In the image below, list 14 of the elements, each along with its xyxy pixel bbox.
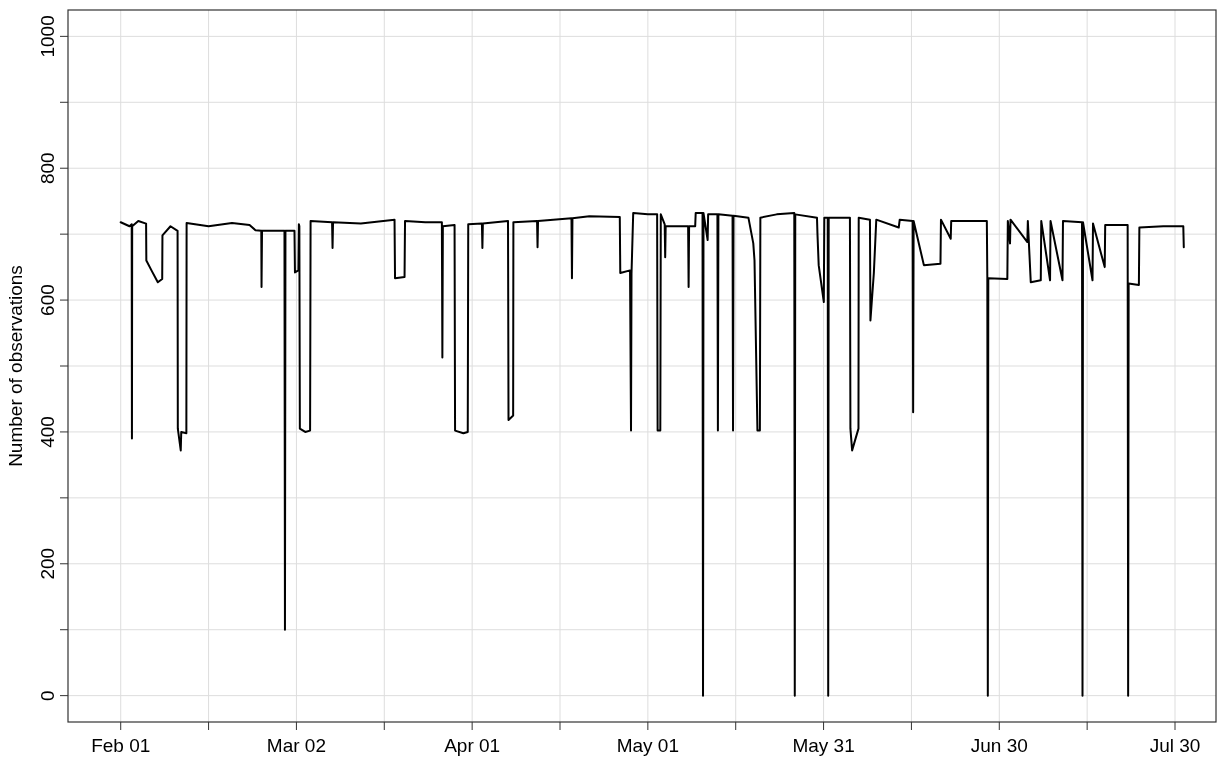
x-tick-label: May 31 bbox=[792, 735, 855, 756]
x-tick-label: Mar 02 bbox=[266, 735, 326, 756]
x-tick-label: Jul 30 bbox=[1149, 735, 1201, 756]
x-tick-label: May 01 bbox=[616, 735, 680, 756]
x-tick-label: Jun 30 bbox=[970, 735, 1028, 756]
x-tick-label: Feb 01 bbox=[91, 735, 151, 756]
y-tick-label: 800 bbox=[37, 152, 58, 185]
y-axis-title: Number of observations bbox=[5, 265, 26, 467]
y-tick-label: 200 bbox=[37, 547, 58, 580]
x-tick-label: Apr 01 bbox=[444, 735, 501, 756]
y-tick-label: 1000 bbox=[37, 15, 58, 58]
y-tick-label: 600 bbox=[37, 284, 58, 316]
y-tick-label: 0 bbox=[37, 690, 58, 701]
y-tick-label: 400 bbox=[37, 416, 58, 448]
